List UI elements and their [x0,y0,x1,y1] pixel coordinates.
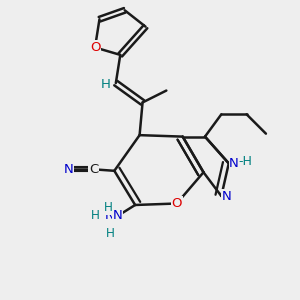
Text: -H: -H [238,155,252,168]
Text: N: N [222,190,232,202]
Text: N: N [113,209,123,222]
Text: H: H [104,202,113,214]
Text: N: N [63,163,73,176]
Text: H: H [105,227,114,240]
Text: C: C [89,163,98,176]
Text: O: O [90,41,100,54]
Text: N: N [229,157,239,170]
Text: H: H [100,78,110,91]
Text: H: H [91,209,100,222]
Text: O: O [172,197,182,210]
Text: N: N [105,209,115,222]
